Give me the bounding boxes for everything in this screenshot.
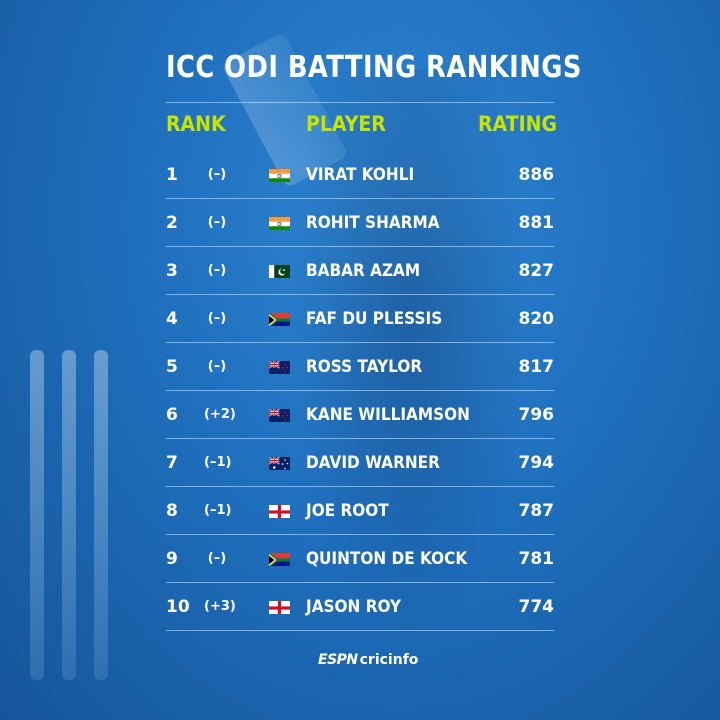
south-africa-flag-icon (269, 312, 290, 326)
rank-number: 2 (166, 213, 178, 233)
stump-graphic (30, 350, 44, 680)
page-title: ICC ODI BATTING RANKINGS (166, 50, 582, 85)
rank-movement: (–) (207, 167, 227, 182)
player-rating: 796 (518, 405, 555, 425)
stump-graphic (94, 350, 108, 680)
row-divider (166, 486, 554, 487)
divider (166, 102, 554, 103)
rank-number: 6 (166, 405, 178, 425)
rank-number: 7 (166, 453, 178, 473)
rank-number: 10 (166, 597, 190, 617)
row-divider (166, 534, 554, 535)
player-name: BABAR AZAM (306, 261, 421, 281)
column-header-player: PLAYER (306, 112, 386, 136)
player-name: KANE WILLIAMSON (306, 405, 470, 425)
stump-graphic (62, 350, 76, 680)
player-rating: 886 (518, 165, 555, 185)
player-name: DAVID WARNER (306, 453, 440, 473)
new-zealand-flag-icon (269, 360, 290, 374)
india-flag-icon (269, 216, 290, 230)
new-zealand-flag-icon (269, 408, 290, 422)
player-rating: 774 (518, 597, 555, 617)
rank-number: 1 (166, 165, 178, 185)
row-divider (166, 294, 554, 295)
rank-number: 4 (166, 309, 178, 329)
rank-movement: (–) (207, 215, 227, 230)
player-name: ROSS TAYLOR (306, 357, 423, 377)
player-rating: 787 (518, 501, 555, 521)
australia-flag-icon (269, 456, 290, 470)
rank-movement: (–) (207, 311, 227, 326)
table-row: 2 (–) ROHIT SHARMA 881 (166, 199, 554, 247)
row-divider (166, 582, 554, 583)
player-name: ROHIT SHARMA (306, 213, 440, 233)
table-row: 8 (–1) JOE ROOT 787 (166, 487, 554, 535)
row-divider (166, 438, 554, 439)
pakistan-flag-icon (269, 264, 290, 278)
england-flag-icon (269, 504, 290, 518)
row-divider (166, 390, 554, 391)
player-name: JASON ROY (306, 597, 402, 617)
column-header-rating: RATING (478, 112, 557, 136)
column-header-rank: RANK (166, 112, 226, 136)
player-rating: 820 (518, 309, 555, 329)
player-rating: 781 (518, 549, 555, 569)
player-rating: 817 (518, 357, 555, 377)
rank-number: 9 (166, 549, 178, 569)
player-rating: 881 (518, 213, 555, 233)
table-row: 7 (–1) DAVID WARNER 794 (166, 439, 554, 487)
rank-movement: (+2) (204, 407, 236, 422)
rank-number: 3 (166, 261, 178, 281)
table-row: 10 (+3) JASON ROY 774 (166, 583, 554, 631)
table-row: 5 (–) ROSS TAYLOR 817 (166, 343, 554, 391)
table-row: 4 (–) FAF DU PLESSIS 820 (166, 295, 554, 343)
south-africa-flag-icon (269, 552, 290, 566)
player-name: FAF DU PLESSIS (306, 309, 443, 329)
rank-number: 8 (166, 501, 178, 521)
player-name: QUINTON DE KOCK (306, 549, 468, 569)
player-name: VIRAT KOHLI (306, 165, 415, 185)
table-row: 3 (–) BABAR AZAM 827 (166, 247, 554, 295)
row-divider (166, 342, 554, 343)
india-flag-icon (269, 168, 290, 182)
player-rating: 827 (518, 261, 555, 281)
row-divider (166, 198, 554, 199)
row-divider (166, 246, 554, 247)
table-row: 9 (–) QUINTON DE KOCK 781 (166, 535, 554, 583)
rank-movement: (–1) (204, 503, 232, 518)
table-row: 1 (–) VIRAT KOHLI 886 (166, 151, 554, 199)
rank-number: 5 (166, 357, 178, 377)
rank-movement: (–1) (204, 455, 232, 470)
player-rating: 794 (518, 453, 555, 473)
espncricinfo-logo: ESPN cricinfo (318, 652, 419, 668)
rank-movement: (–) (207, 359, 227, 374)
table-row: 6 (+2) KANE WILLIAMSON 796 (166, 391, 554, 439)
row-divider (166, 630, 554, 631)
rank-movement: (–) (207, 263, 227, 278)
england-flag-icon (269, 600, 290, 614)
player-name: JOE ROOT (306, 501, 389, 521)
rank-movement: (+3) (204, 599, 236, 614)
rank-movement: (–) (207, 551, 227, 566)
